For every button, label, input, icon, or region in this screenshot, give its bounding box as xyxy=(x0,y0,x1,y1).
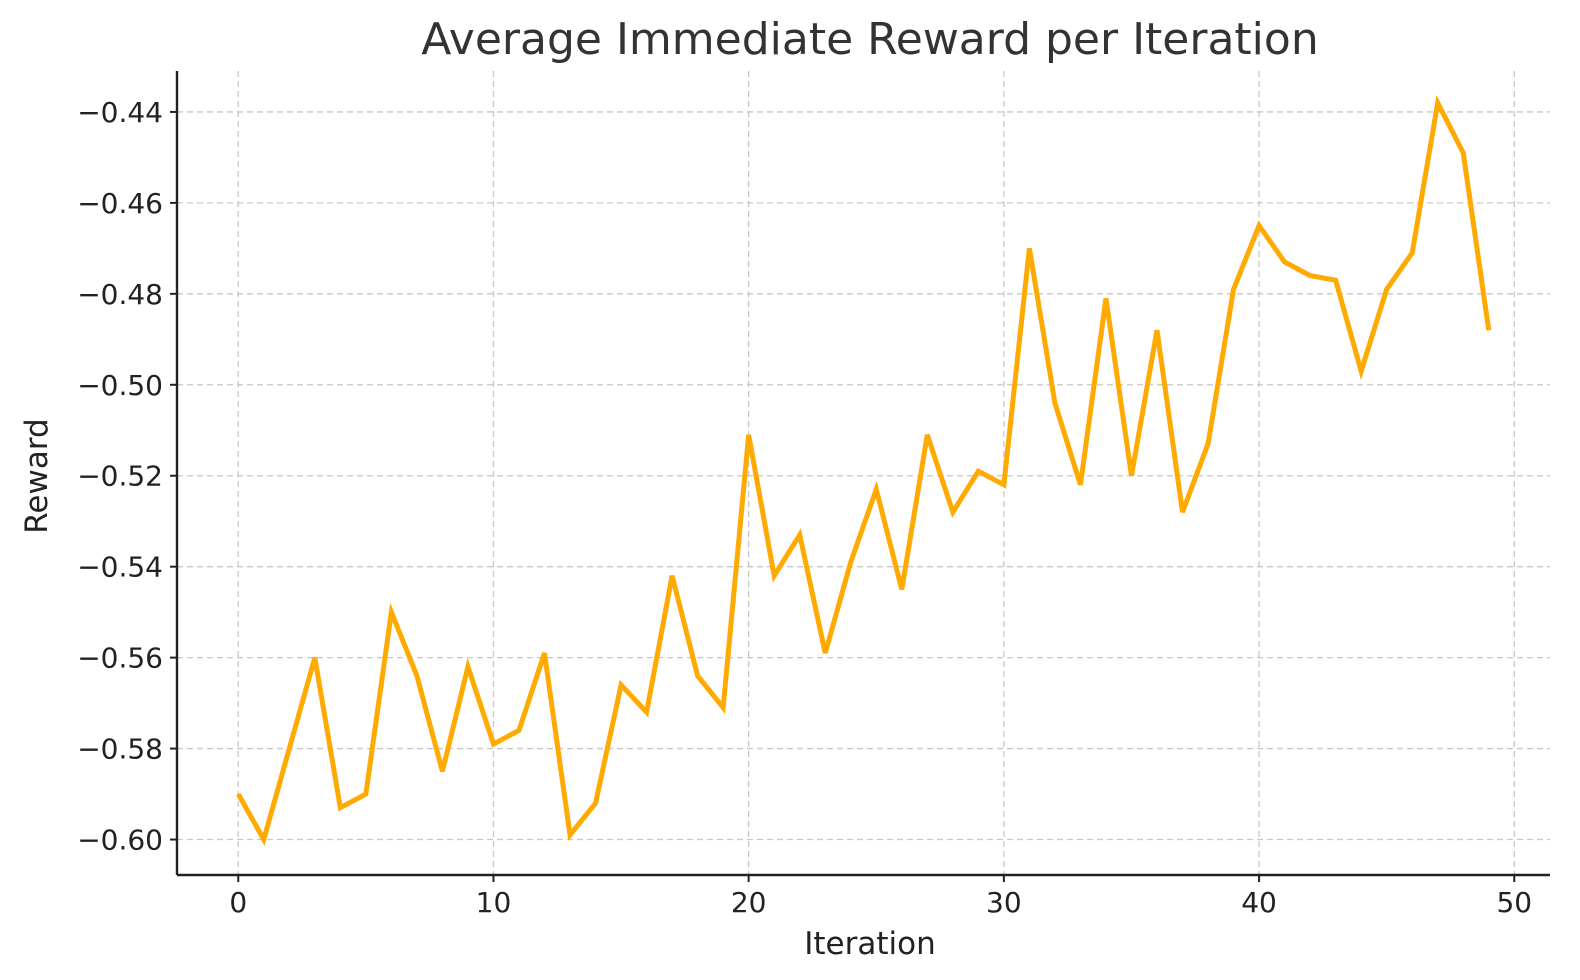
chart-title: Average Immediate Reward per Iteration xyxy=(421,14,1318,65)
y-tick-label: −0.46 xyxy=(77,187,163,220)
y-tick-label: −0.50 xyxy=(77,369,163,402)
x-tick-label: 40 xyxy=(1241,886,1277,919)
y-tick-label: −0.56 xyxy=(77,642,163,675)
x-tick-label: 20 xyxy=(731,886,767,919)
y-tick-label: −0.58 xyxy=(77,733,163,766)
grid-layer xyxy=(177,71,1550,875)
series-layer xyxy=(236,94,1492,847)
x-tick-label: 0 xyxy=(229,886,247,919)
x-axis-label: Iteration xyxy=(804,926,936,962)
series-line xyxy=(236,94,1492,847)
y-tick-label: −0.52 xyxy=(77,460,163,493)
y-tick-label: −0.44 xyxy=(77,96,163,129)
y-tick-label: −0.60 xyxy=(77,824,163,857)
x-tick-label: 10 xyxy=(476,886,512,919)
x-tick-label: 50 xyxy=(1496,886,1532,919)
tick-label-layer: 0 10 20 30 40 50 −0.44 −0.46 −0.48 −0.50 −0.52 −0.5… xyxy=(77,96,1532,919)
y-tick-label: −0.54 xyxy=(77,551,163,584)
axes-layer xyxy=(170,71,1550,882)
x-tick-label: 30 xyxy=(986,886,1022,919)
y-tick-label: −0.48 xyxy=(77,278,163,311)
y-axis-label: Reward xyxy=(19,418,55,533)
